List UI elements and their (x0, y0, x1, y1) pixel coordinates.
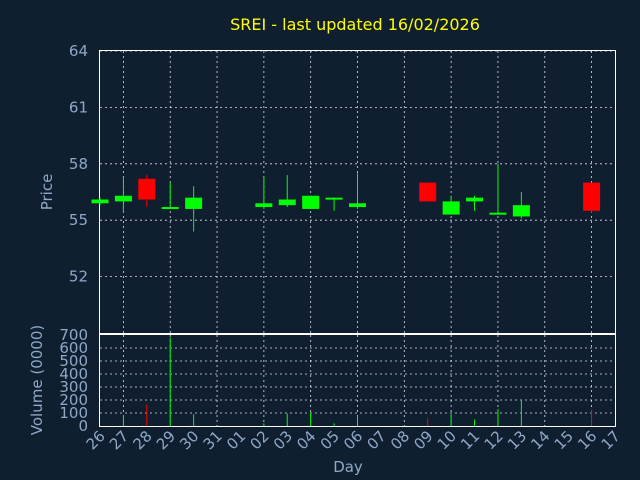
volume-tick-label: 0 (78, 417, 88, 435)
x-tick-label: 29 (153, 427, 179, 453)
candle-body (185, 197, 203, 209)
volume-tick-label: 500 (59, 352, 88, 370)
x-tick-label: 05 (317, 427, 343, 453)
x-axis-label: Day (333, 458, 363, 476)
volume-tick-label: 100 (59, 404, 88, 422)
x-tick-label: 06 (340, 427, 366, 453)
price-y-ticks: 52 55 58 61 64 (69, 42, 88, 286)
candle-body (91, 199, 109, 204)
volume-tick-label: 600 (59, 339, 88, 357)
volume-tick-label: 400 (59, 365, 88, 383)
volume-bars (122, 337, 593, 426)
x-tick-label: 15 (551, 427, 577, 453)
x-tick-label: 03 (270, 427, 296, 453)
candle-body (278, 199, 296, 206)
x-tick-label: 11 (457, 427, 483, 453)
volume-grid (100, 335, 615, 426)
candle-body (138, 178, 156, 200)
volume-tick-label: 300 (59, 378, 88, 396)
candle-body (442, 201, 460, 215)
candle-body (302, 195, 320, 209)
price-panel-frame (99, 50, 616, 334)
price-panel: 52 55 58 61 64 Price (38, 42, 616, 334)
chart-title: SREI - last updated 16/02/2026 (230, 15, 480, 34)
x-tick-label: 10 (434, 427, 460, 453)
candle-body (161, 207, 179, 210)
x-tick-label: 02 (246, 427, 272, 453)
candles (91, 163, 601, 232)
volume-panel-frame (99, 334, 616, 427)
price-tick-label: 64 (69, 42, 88, 60)
candle-body (325, 197, 343, 200)
candle-body (419, 182, 437, 202)
x-tick-label: 27 (106, 427, 132, 453)
x-tick-label: 30 (176, 427, 202, 453)
candle-body (512, 205, 530, 217)
candle-body (489, 212, 507, 215)
x-tick-label: 07 (364, 427, 390, 453)
x-tick-label: 01 (223, 427, 249, 453)
candle-body (114, 195, 132, 202)
volume-axis-label: Volume (0000) (28, 325, 46, 435)
x-tick-label: 17 (598, 427, 624, 453)
price-tick-label: 61 (69, 98, 88, 116)
volume-tick-label: 200 (59, 391, 88, 409)
price-tick-label: 58 (69, 155, 88, 173)
x-tick-label: 28 (129, 427, 155, 453)
x-tick-label: 12 (481, 427, 507, 453)
x-tick-label: 13 (504, 427, 530, 453)
x-tick-label: 16 (574, 427, 600, 453)
x-tick-label: 09 (410, 427, 436, 453)
candle-body (466, 197, 484, 202)
candle-body (349, 203, 366, 208)
price-axis-label: Price (38, 174, 56, 211)
price-tick-label: 52 (69, 268, 88, 286)
x-axis-ticks: 2627282930310102030405060708091011121314… (83, 427, 624, 453)
price-tick-label: 55 (69, 211, 88, 229)
candle-body (255, 203, 273, 208)
x-tick-label: 08 (387, 427, 413, 453)
x-tick-label: 14 (527, 427, 553, 453)
volume-tick-label: 700 (59, 326, 88, 344)
x-tick-label: 31 (200, 427, 226, 453)
x-tick-label: 04 (293, 427, 319, 453)
candle-body (583, 182, 601, 211)
